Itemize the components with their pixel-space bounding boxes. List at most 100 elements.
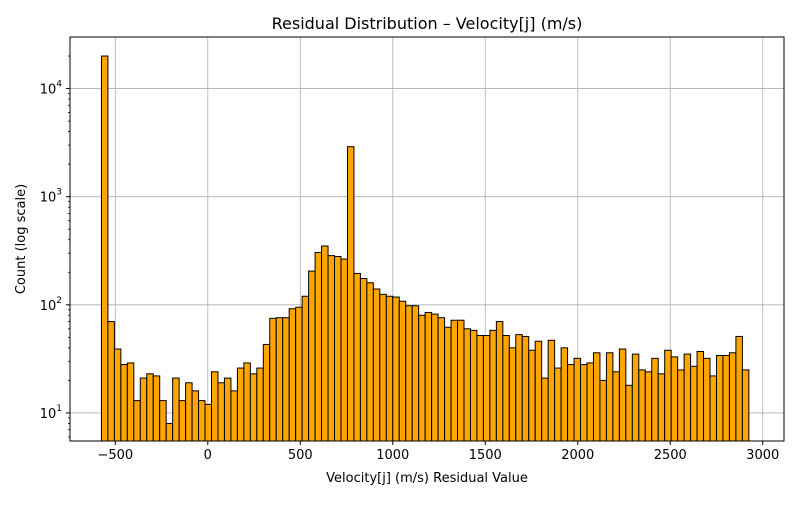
histogram-bar — [592, 352, 601, 442]
histogram-bar — [482, 335, 491, 442]
y-tick-label: 103 — [40, 188, 62, 206]
histogram-bar — [715, 354, 724, 442]
histogram-bar — [528, 349, 536, 442]
histogram-bar — [554, 367, 562, 442]
histogram-bar — [495, 321, 504, 442]
histogram-bar — [515, 334, 523, 442]
histogram-bar — [340, 258, 348, 442]
x-tick-label: 2500 — [654, 448, 687, 463]
histogram-bar — [211, 371, 219, 442]
histogram-bar — [580, 364, 588, 442]
histogram-bar — [696, 350, 705, 442]
histogram-bar — [346, 146, 355, 442]
histogram-bar — [664, 349, 672, 442]
histogram-bar — [275, 317, 284, 442]
histogram-bar — [612, 371, 620, 442]
histogram-bar — [152, 375, 161, 442]
histogram-bar — [321, 245, 329, 442]
histogram-bar — [113, 348, 122, 442]
y-axis-ticks: 101 102 103 104 — [40, 55, 70, 438]
histogram-bar — [262, 343, 271, 442]
histogram-bar — [314, 251, 323, 442]
histogram-bar — [366, 282, 374, 442]
histogram-bar — [308, 270, 316, 442]
histogram-bar — [450, 319, 459, 442]
histogram-bar — [191, 390, 200, 442]
histogram-bar — [159, 400, 167, 442]
histogram-bar — [327, 255, 336, 442]
plot-frame — [69, 36, 785, 442]
histogram-bar — [379, 293, 387, 442]
x-tick-label: 1000 — [376, 448, 409, 463]
histogram-bar — [133, 400, 141, 442]
histogram-bar — [489, 329, 497, 442]
x-tick-label: 0 — [204, 448, 212, 463]
histogram-bar — [534, 340, 543, 442]
x-axis-label: Velocity[j] (m/s) Residual Value — [326, 471, 528, 486]
histogram-bar — [709, 375, 717, 442]
histogram-bar — [657, 373, 666, 442]
histogram-bar — [243, 362, 251, 442]
histogram-bar — [392, 296, 400, 442]
x-axis-ticks: −500 0 500 1000 1500 2000 2500 3000 — [97, 441, 779, 463]
histogram-bar — [586, 362, 594, 442]
histogram-bar — [301, 295, 310, 442]
histogram-bar — [605, 352, 614, 442]
histogram-bar — [334, 255, 342, 442]
x-tick-label: −500 — [97, 448, 133, 463]
histogram-bar — [469, 329, 478, 442]
histogram-bar — [288, 308, 297, 442]
histogram-bar — [547, 339, 556, 442]
histogram-bar — [418, 314, 426, 442]
histogram-bar — [100, 55, 109, 442]
x-tick-label: 2000 — [561, 448, 594, 463]
histogram-bar — [618, 348, 627, 442]
histogram-bar — [398, 300, 407, 442]
histogram-bar — [638, 369, 646, 442]
histogram-bar — [631, 353, 640, 442]
histogram-bar — [139, 377, 148, 442]
histogram-bar — [651, 357, 659, 442]
histogram-bar — [107, 321, 115, 442]
histogram-bar — [249, 373, 258, 442]
histogram-bar — [431, 313, 439, 442]
histogram-bar — [230, 390, 238, 442]
x-tick-label: 3000 — [746, 448, 779, 463]
histogram-bar — [521, 335, 530, 442]
histogram-bar — [405, 305, 413, 442]
y-axis-label: Count (log scale) — [14, 184, 29, 294]
histogram-bar — [217, 382, 225, 442]
histogram-bar — [502, 335, 510, 442]
histogram-bar — [735, 335, 743, 442]
histogram-bar — [269, 317, 277, 442]
histogram-bar — [703, 357, 711, 442]
histogram-bar — [437, 317, 446, 442]
histogram-bar — [223, 377, 232, 442]
histogram-bar — [165, 422, 174, 442]
histogram-bar — [204, 403, 213, 442]
histogram-bar — [722, 354, 730, 442]
histogram-bar — [236, 367, 245, 442]
histogram-bar — [372, 288, 381, 442]
histogram-bar — [146, 373, 154, 442]
histogram-bar — [728, 352, 737, 442]
histogram-bar — [185, 382, 193, 442]
histogram-bar — [444, 326, 452, 442]
histogram-bar — [385, 295, 394, 442]
histogram-bar — [599, 379, 607, 442]
histogram-bar — [463, 328, 471, 442]
histogram-bar — [126, 362, 135, 442]
histogram-bar — [120, 364, 128, 442]
bars-layer — [100, 55, 750, 442]
histogram-bar — [690, 365, 698, 442]
histogram-bar — [457, 319, 465, 442]
chart-title: Residual Distribution – Velocity[j] (m/s… — [272, 14, 583, 33]
histogram-bar — [625, 384, 633, 442]
x-tick-label: 500 — [288, 448, 313, 463]
histogram-bar — [256, 367, 264, 442]
histogram-bar — [508, 347, 517, 442]
histogram-bar — [172, 377, 180, 442]
histogram-bar — [573, 357, 582, 442]
histogram-bar — [560, 347, 569, 442]
histogram-bar — [295, 306, 303, 442]
